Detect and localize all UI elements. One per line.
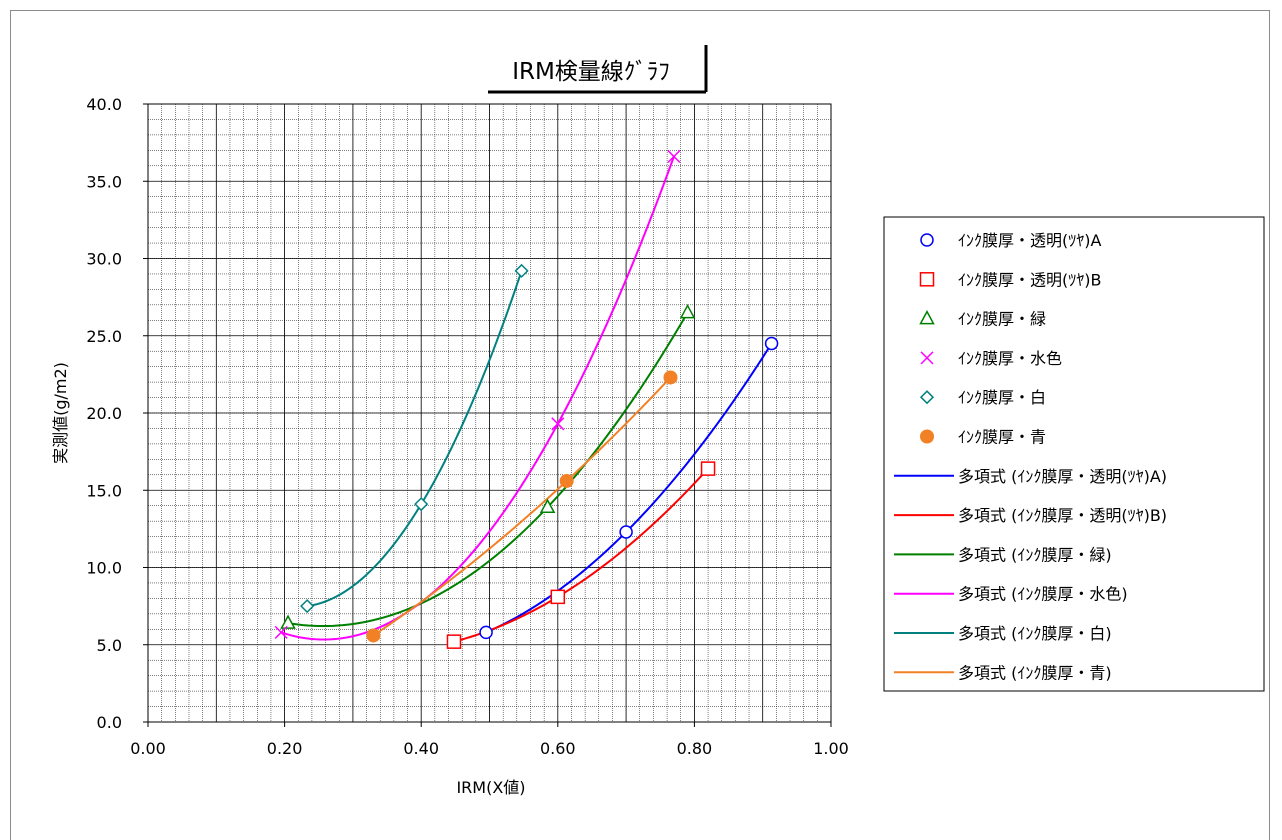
x-tick-label: 0.00: [130, 739, 166, 758]
legend-label: ｲﾝｸ膜厚・青: [958, 428, 1046, 447]
legend-label: ｲﾝｸ膜厚・透明(ﾂﾔ)A: [958, 231, 1101, 250]
data-point-s4-2: [551, 417, 565, 431]
data-point-s6-1: [366, 628, 381, 643]
y-tick-label: 20.0: [86, 404, 122, 423]
data-point-s5-3: [514, 263, 529, 278]
legend-label: ｲﾝｸ膜厚・透明(ﾂﾔ)B: [958, 270, 1101, 289]
data-point-s2-1: [446, 634, 462, 649]
legend-label: ｲﾝｸ膜厚・緑: [958, 310, 1046, 329]
legend: ｲﾝｸ膜厚・透明(ﾂﾔ)A ｲﾝｸ膜厚・透明(ﾂﾔ)B ｲﾝｸ膜厚・緑 ｲﾝｸ膜厚・水…: [883, 216, 1265, 692]
legend-marker-2: [919, 272, 935, 287]
data-point-s6-3: [663, 370, 678, 385]
data-point-s4-3: [667, 149, 681, 164]
y-tick-label: 15.0: [86, 481, 122, 500]
y-tick-label: 5.0: [97, 636, 122, 655]
legend-label: 多項式 (ｲﾝｸ膜厚・透明(ﾂﾔ)A): [958, 467, 1167, 486]
y-tick-label: 25.0: [86, 327, 122, 346]
legend-label: 多項式 (ｲﾝｸ膜厚・青): [958, 663, 1112, 682]
legend-label: 多項式 (ｲﾝｸ膜厚・緑): [958, 545, 1112, 564]
y-tick-label: 40.0: [86, 95, 122, 114]
y-tick-label: 10.0: [86, 559, 122, 578]
data-point-s4-1: [274, 625, 288, 639]
y-tick-label: 35.0: [86, 172, 122, 191]
data-point-s2-3: [700, 461, 716, 476]
legend-label: ｲﾝｸ膜厚・水色: [958, 349, 1062, 368]
trendline-2: [453, 467, 709, 643]
chart-title-box: IRM検量線ｸﾞﾗﾌ: [488, 45, 708, 94]
x-axis-label: IRM(X値): [456, 778, 525, 797]
x-tick-label: 0.60: [540, 739, 576, 758]
chart-title: IRM検量線ｸﾞﾗﾌ: [512, 59, 670, 85]
data-point-s5-2: [414, 497, 429, 512]
data-point-s1-1: [479, 625, 493, 640]
trendline-5: [306, 270, 523, 608]
axes: 0.00 0.20 0.40 0.60 0.80 1.00 0.0 5.0 10.0 15.0 20…: [86, 95, 848, 758]
legend-label: ｲﾝｸ膜厚・白: [958, 388, 1046, 407]
data-point-s2-2: [550, 589, 566, 605]
x-tick-label: 1.00: [813, 739, 849, 758]
data-point-s5-1: [300, 599, 315, 614]
legend-label: 多項式 (ｲﾝｸ膜厚・透明(ﾂﾔ)B): [958, 506, 1167, 525]
data-point-s3-1: [280, 614, 296, 629]
data-point-s3-2: [539, 498, 556, 513]
data-point-s6-2: [559, 473, 574, 488]
legend-label: 多項式 (ｲﾝｸ膜厚・白): [958, 624, 1112, 643]
marker-layer: [274, 149, 779, 649]
y-axis-label: 実測値(g/m2): [51, 362, 70, 464]
trendline-4: [280, 156, 675, 641]
legend-marker-5: [919, 390, 935, 405]
data-point-s3-3: [679, 304, 696, 319]
data-point-s1-2: [619, 525, 633, 539]
data-point-s1-3: [764, 336, 779, 351]
grid-lines: [148, 104, 831, 722]
y-tick-label: 0.0: [97, 713, 122, 732]
trendline-6: [372, 376, 672, 637]
x-tick-label: 0.20: [267, 739, 303, 758]
x-tick-label: 0.80: [677, 739, 713, 758]
y-tick-label: 30.0: [86, 250, 122, 269]
chart-frame: [10, 10, 1270, 840]
legend-marker-6: [920, 429, 934, 444]
legend-marker-4: [920, 351, 934, 365]
x-tick-label: 0.40: [403, 739, 439, 758]
legend-marker-1: [920, 233, 934, 247]
trendline-3: [287, 312, 689, 628]
legend-label: 多項式 (ｲﾝｸ膜厚・水色): [958, 585, 1128, 604]
legend-marker-3: [919, 310, 935, 325]
